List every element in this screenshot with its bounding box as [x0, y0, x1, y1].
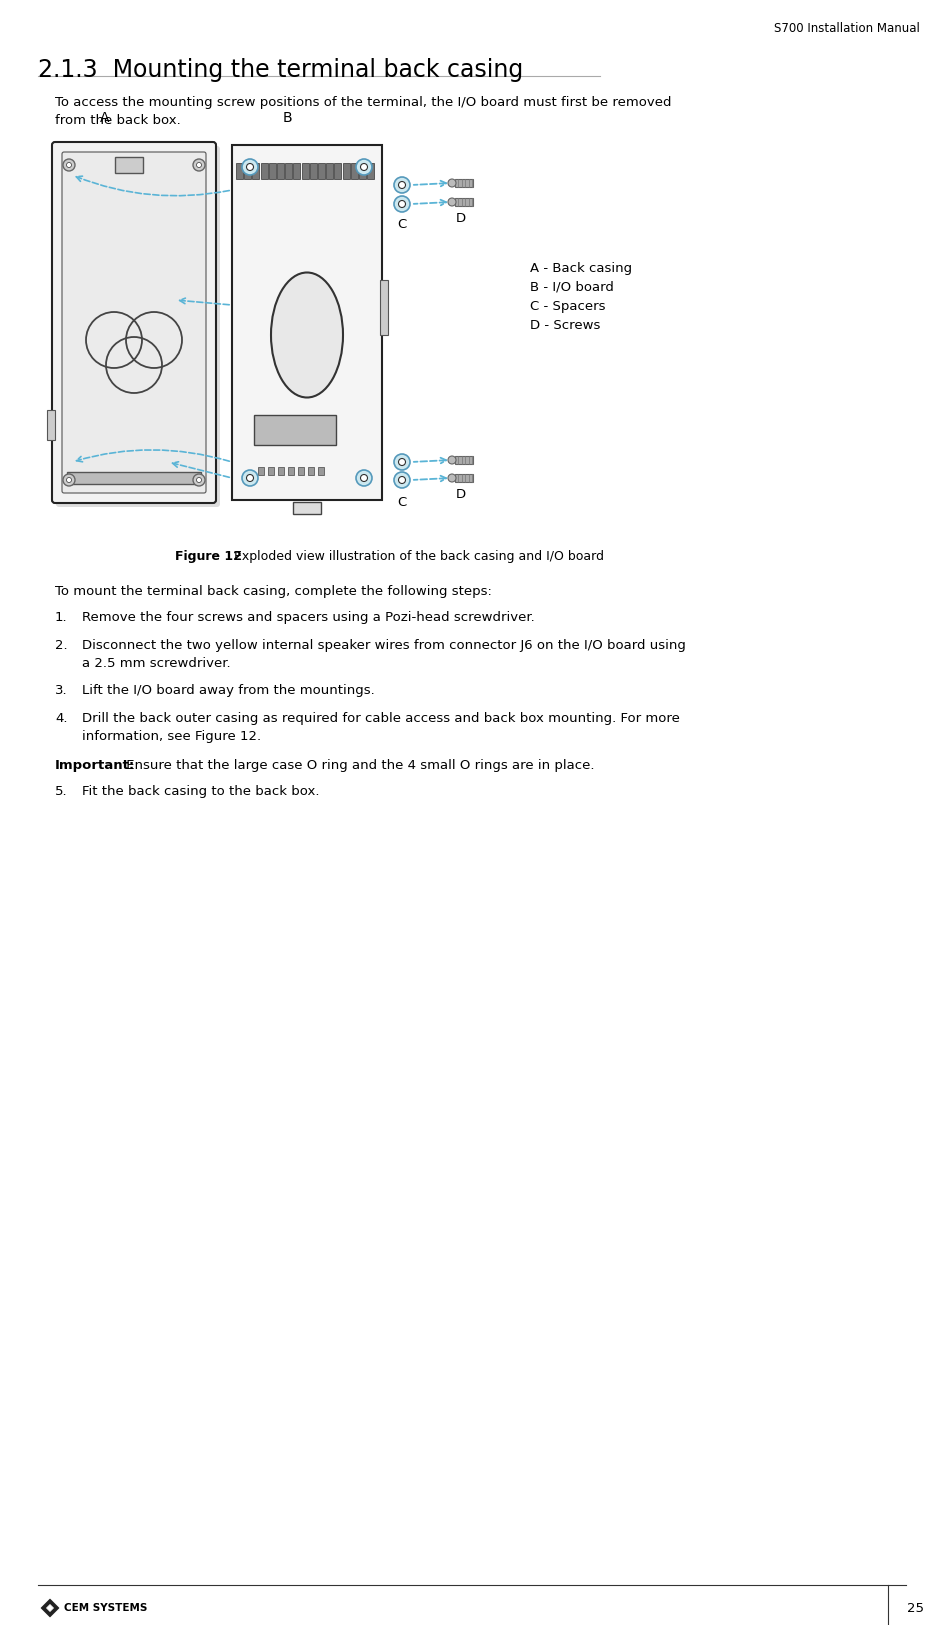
Bar — [277, 162, 284, 179]
Text: A: A — [100, 111, 110, 125]
FancyBboxPatch shape — [56, 146, 220, 507]
Bar — [351, 162, 358, 179]
Bar — [343, 162, 349, 179]
Bar — [232, 145, 382, 500]
Circle shape — [66, 478, 72, 483]
Bar — [455, 179, 473, 187]
Circle shape — [394, 177, 410, 193]
Circle shape — [448, 179, 456, 187]
Bar — [258, 466, 264, 474]
Bar — [244, 162, 251, 179]
Circle shape — [63, 474, 75, 486]
Circle shape — [193, 159, 205, 171]
Bar — [115, 158, 143, 172]
FancyBboxPatch shape — [62, 153, 206, 492]
Circle shape — [394, 471, 410, 487]
Circle shape — [361, 164, 367, 171]
Text: 2.1.3  Mounting the terminal back casing: 2.1.3 Mounting the terminal back casing — [38, 58, 523, 81]
Text: 25: 25 — [907, 1602, 924, 1615]
Bar — [301, 162, 309, 179]
Text: C: C — [397, 218, 407, 231]
Text: D: D — [456, 211, 466, 224]
Bar — [455, 474, 473, 483]
Text: 4.: 4. — [55, 712, 68, 725]
Circle shape — [63, 159, 75, 171]
Circle shape — [356, 159, 372, 176]
Bar — [334, 162, 342, 179]
Circle shape — [394, 197, 410, 211]
Bar — [318, 162, 325, 179]
Text: To mount the terminal back casing, complete the following steps:: To mount the terminal back casing, compl… — [55, 585, 492, 598]
Circle shape — [242, 470, 258, 486]
Bar — [47, 410, 55, 440]
Circle shape — [361, 474, 367, 481]
Text: B - I/O board: B - I/O board — [530, 281, 614, 294]
Bar — [455, 198, 473, 206]
Bar — [252, 162, 260, 179]
Text: 5.: 5. — [55, 785, 68, 798]
FancyBboxPatch shape — [52, 141, 216, 504]
Text: C: C — [397, 496, 407, 509]
Circle shape — [196, 478, 201, 483]
Circle shape — [246, 164, 254, 171]
Circle shape — [448, 457, 456, 465]
Bar — [298, 466, 304, 474]
Polygon shape — [41, 1599, 59, 1617]
Bar — [318, 466, 324, 474]
Text: 1.: 1. — [55, 611, 68, 624]
Text: 2.: 2. — [55, 639, 68, 652]
Bar — [261, 162, 267, 179]
Bar — [294, 162, 300, 179]
Bar — [293, 502, 321, 514]
Text: Drill the back outer casing as required for cable access and back box mounting. : Drill the back outer casing as required … — [82, 712, 680, 743]
Bar — [308, 466, 314, 474]
Bar — [269, 162, 276, 179]
Text: Remove the four screws and spacers using a Pozi-head screwdriver.: Remove the four screws and spacers using… — [82, 611, 534, 624]
Text: Figure 12: Figure 12 — [175, 549, 242, 562]
Bar — [278, 466, 284, 474]
Text: B: B — [282, 111, 292, 125]
Circle shape — [242, 159, 258, 176]
Text: Disconnect the two yellow internal speaker wires from connector J6 on the I/O bo: Disconnect the two yellow internal speak… — [82, 639, 686, 669]
Text: Ensure that the large case O ring and the 4 small O rings are in place.: Ensure that the large case O ring and th… — [122, 759, 595, 772]
Circle shape — [193, 474, 205, 486]
Circle shape — [394, 453, 410, 470]
Text: Exploded view illustration of the back casing and I/O board: Exploded view illustration of the back c… — [230, 549, 604, 562]
Circle shape — [196, 162, 201, 167]
Circle shape — [356, 470, 372, 486]
Bar — [268, 466, 274, 474]
Bar — [254, 414, 336, 445]
Text: S700 Installation Manual: S700 Installation Manual — [774, 23, 920, 36]
Text: Fit the back casing to the back box.: Fit the back casing to the back box. — [82, 785, 319, 798]
Bar — [288, 466, 294, 474]
Circle shape — [398, 182, 406, 188]
Text: To access the mounting screw positions of the terminal, the I/O board must first: To access the mounting screw positions o… — [55, 96, 671, 127]
Bar — [367, 162, 374, 179]
Ellipse shape — [271, 273, 343, 398]
Circle shape — [398, 200, 406, 208]
Circle shape — [66, 162, 72, 167]
Bar — [455, 457, 473, 465]
Text: Important:: Important: — [55, 759, 135, 772]
Text: CEM SYSTEMS: CEM SYSTEMS — [64, 1602, 147, 1614]
Circle shape — [448, 198, 456, 206]
Bar — [380, 280, 388, 335]
Text: D - Screws: D - Screws — [530, 318, 600, 331]
Polygon shape — [46, 1604, 54, 1612]
Text: 3.: 3. — [55, 684, 68, 697]
Bar — [67, 471, 201, 484]
Bar — [285, 162, 293, 179]
Bar — [310, 162, 317, 179]
Bar — [327, 162, 333, 179]
Text: D: D — [456, 488, 466, 500]
Text: Lift the I/O board away from the mountings.: Lift the I/O board away from the mountin… — [82, 684, 375, 697]
Bar — [236, 162, 243, 179]
Circle shape — [246, 474, 254, 481]
Circle shape — [398, 476, 406, 484]
Bar — [359, 162, 366, 179]
Text: A - Back casing: A - Back casing — [530, 262, 632, 275]
Circle shape — [448, 474, 456, 483]
Circle shape — [398, 458, 406, 465]
Text: C - Spacers: C - Spacers — [530, 301, 605, 314]
